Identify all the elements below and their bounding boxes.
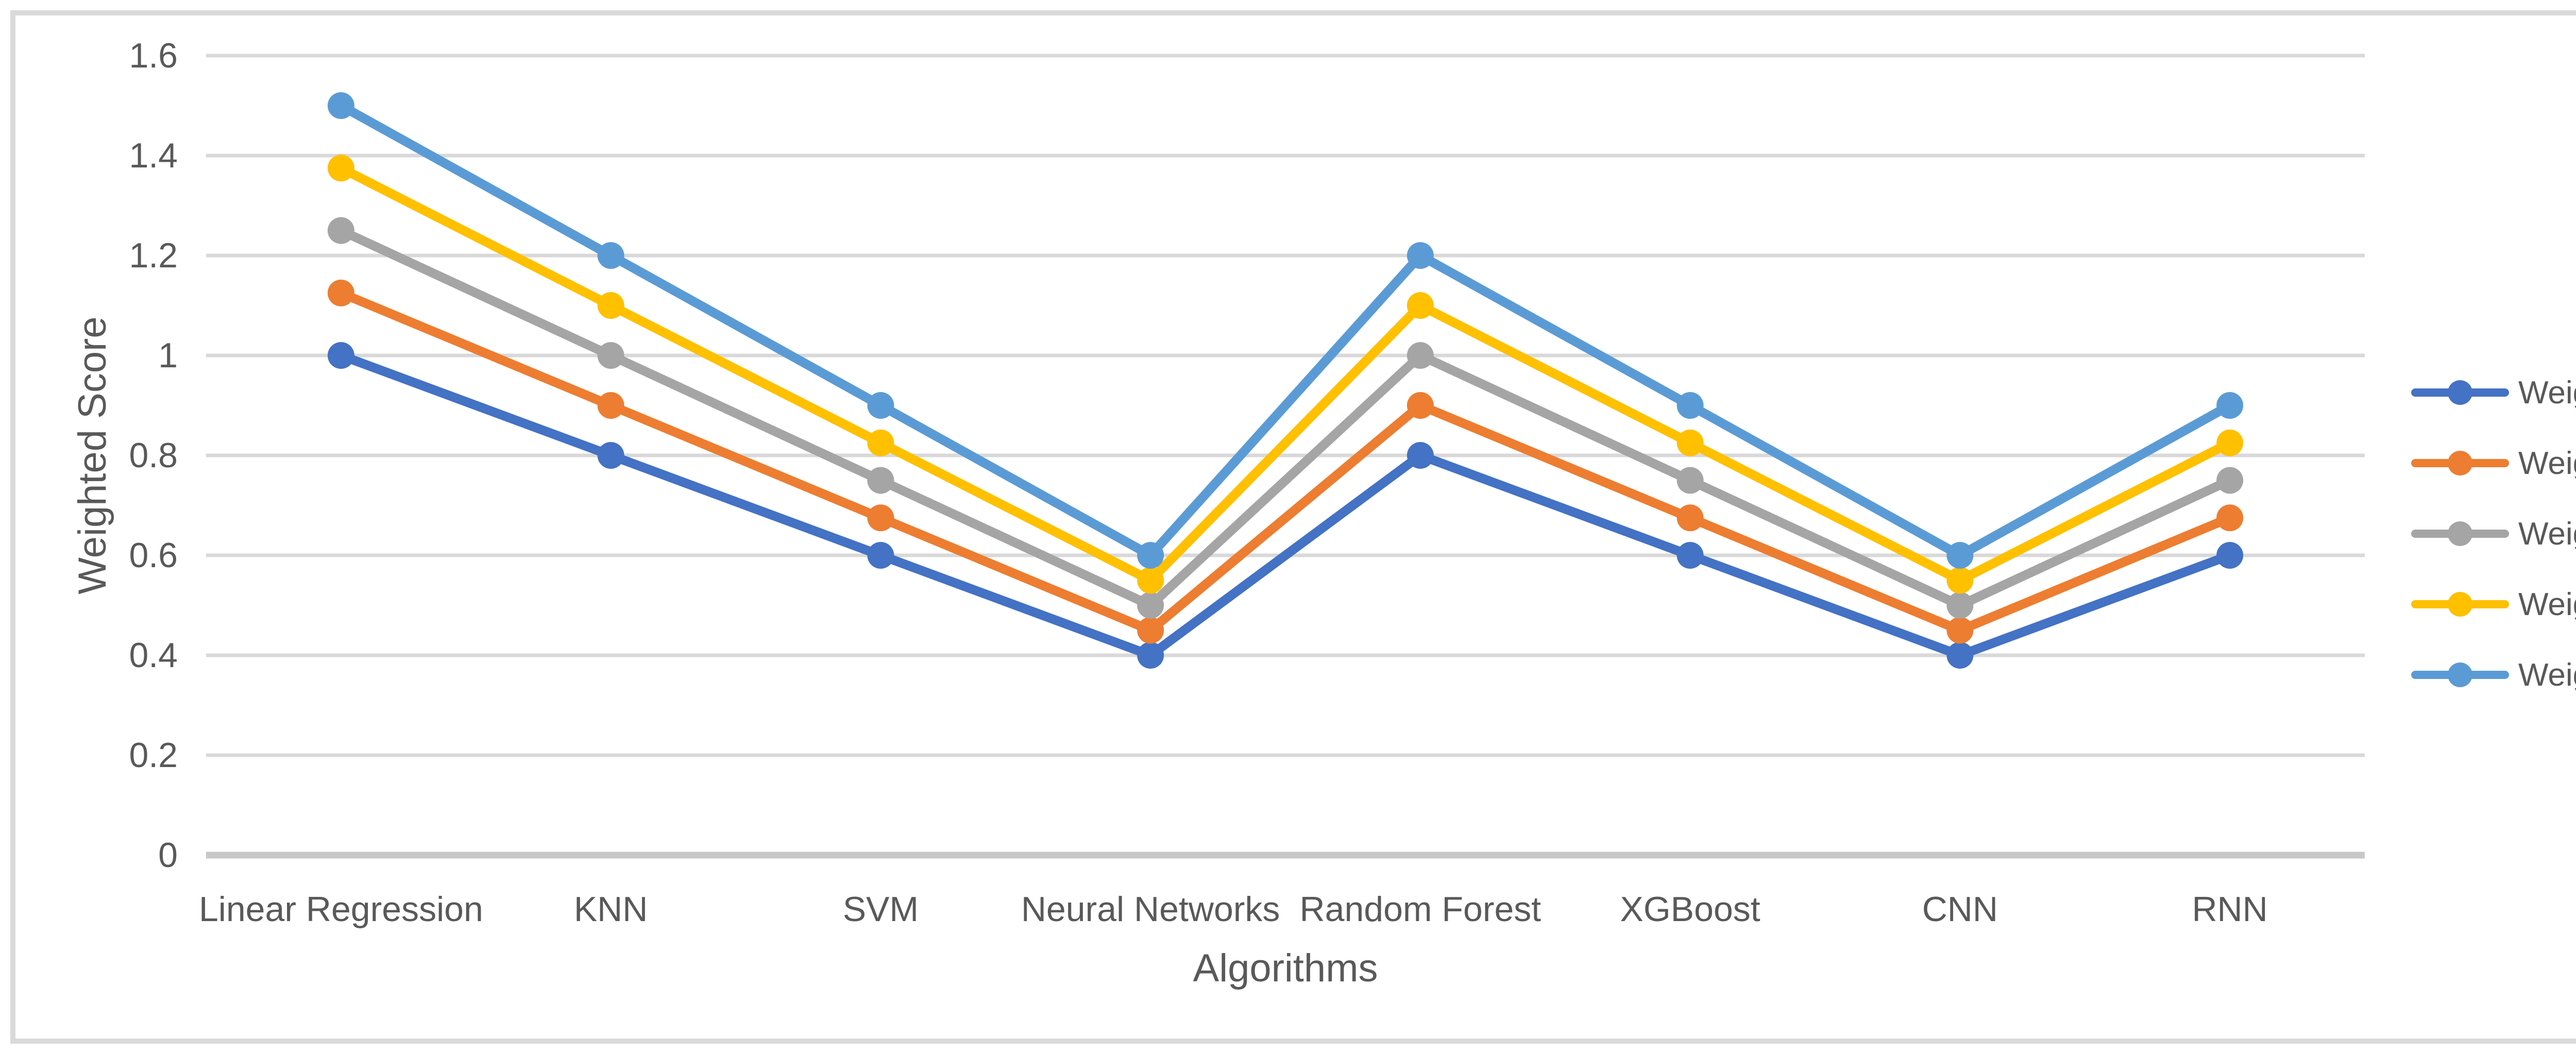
data-point-marker: [1137, 642, 1164, 669]
x-category-label: Linear Regression: [198, 890, 483, 929]
y-tick-label: 0.4: [129, 636, 178, 675]
legend-label: Weight change: +0.05: [2518, 586, 2576, 622]
legend-marker-icon: [2411, 521, 2509, 546]
data-point-marker: [1137, 617, 1164, 644]
data-point-marker: [2216, 392, 2244, 419]
data-point-marker: [1946, 592, 1974, 619]
legend-label: Weight change: +0.00: [2518, 516, 2576, 552]
y-tick-label: 0.8: [129, 436, 178, 475]
data-point-marker: [867, 467, 894, 494]
data-point-marker: [1676, 429, 1704, 456]
legend-label: Weight change: -0.05: [2518, 445, 2576, 481]
data-point-marker: [2216, 504, 2244, 532]
data-point-marker: [597, 392, 624, 419]
data-point-marker: [327, 92, 354, 119]
series-line: [336, 101, 2235, 560]
y-tick-label: 1: [158, 336, 178, 375]
data-point-marker: [2216, 467, 2244, 494]
data-point-marker: [1137, 567, 1164, 594]
x-category-label: Random Forest: [1299, 890, 1541, 929]
legend-marker-icon: [2411, 592, 2509, 617]
data-point-marker: [1406, 442, 1434, 469]
data-point-marker: [867, 542, 894, 569]
series-line: [336, 163, 2235, 585]
legend-marker-icon: [2411, 662, 2509, 687]
data-point-marker: [597, 442, 624, 469]
y-tick-label: 0: [158, 836, 178, 875]
series-line: [336, 351, 2235, 660]
y-tick-label: 1.6: [129, 36, 178, 75]
data-point-marker: [597, 342, 624, 369]
data-point-marker: [867, 392, 894, 419]
data-point-marker: [327, 217, 354, 244]
x-category-label: Neural Networks: [1021, 890, 1280, 929]
data-point-marker: [1137, 542, 1164, 569]
legend-label: Weight change: +0.10: [2518, 657, 2576, 693]
legend-item: Weight change: -0.10: [2411, 375, 2576, 411]
series-line: [336, 288, 2235, 635]
x-category-label: RNN: [2192, 890, 2268, 929]
legend-label: Weight change: -0.10: [2518, 375, 2576, 411]
data-point-marker: [597, 242, 624, 269]
data-point-marker: [1946, 567, 1974, 594]
data-point-marker: [1406, 392, 1434, 419]
data-point-marker: [1676, 504, 1704, 532]
y-tick-label: 0.2: [129, 736, 178, 775]
x-axis-title: Algorithms: [1193, 946, 1378, 990]
data-point-marker: [327, 279, 354, 307]
y-axis-title: Weighted Score: [71, 316, 114, 594]
data-point-marker: [1946, 542, 1974, 569]
legend-item: Weight change: +0.10: [2411, 657, 2576, 693]
y-tick-label: 1.2: [129, 236, 178, 275]
data-point-marker: [1676, 467, 1704, 494]
x-category-label: KNN: [573, 890, 648, 929]
data-point-marker: [2216, 429, 2244, 456]
data-point-marker: [1406, 242, 1434, 269]
legend-marker-icon: [2411, 380, 2509, 405]
data-point-marker: [867, 504, 894, 532]
legend-item: Weight change: +0.00: [2411, 516, 2576, 552]
legend-item: Weight change: -0.05: [2411, 445, 2576, 481]
x-category-label: XGBoost: [1620, 890, 1760, 929]
series-line: [336, 226, 2235, 610]
y-tick-label: 0.6: [129, 536, 178, 575]
data-point-marker: [597, 292, 624, 319]
data-point-marker: [1676, 392, 1704, 419]
data-point-marker: [2216, 542, 2244, 569]
legend-item: Weight change: +0.05: [2411, 586, 2576, 622]
data-point-marker: [327, 342, 354, 369]
y-tick-label: 1.4: [129, 136, 178, 175]
data-point-marker: [1406, 292, 1434, 319]
data-point-marker: [1946, 617, 1974, 644]
x-category-label: SVM: [842, 890, 919, 929]
legend-marker-icon: [2411, 451, 2509, 475]
data-point-marker: [1676, 542, 1704, 569]
data-point-marker: [1137, 592, 1164, 619]
data-point-marker: [1946, 642, 1974, 669]
data-point-marker: [867, 429, 894, 456]
data-point-marker: [327, 155, 354, 182]
x-category-label: CNN: [1922, 890, 1998, 929]
data-point-marker: [1406, 342, 1434, 369]
